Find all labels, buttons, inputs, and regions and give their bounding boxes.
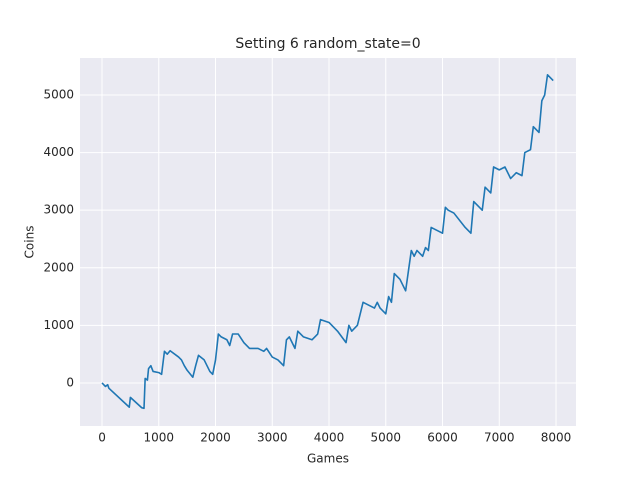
y-tick-label: 1000 (43, 318, 74, 332)
y-tick-label: 5000 (43, 87, 74, 101)
x-axis-label: Games (307, 452, 349, 466)
x-tick-label: 8000 (541, 431, 572, 445)
x-tick-label: 0 (98, 431, 106, 445)
grid (80, 58, 576, 426)
y-tick-label: 0 (66, 375, 74, 389)
y-tick-label: 4000 (43, 145, 74, 159)
marks (101, 74, 554, 410)
plot-area (80, 58, 576, 426)
y-axis-label: Coins (23, 226, 37, 259)
y-tick-label: 2000 (43, 260, 74, 274)
x-tick-label: 5000 (370, 431, 401, 445)
data-line (101, 74, 554, 410)
x-tick-label: 7000 (484, 431, 515, 445)
x-tick-label: 3000 (257, 431, 288, 445)
x-tick-label: 4000 (314, 431, 345, 445)
x-tick-label: 6000 (427, 431, 458, 445)
y-tick-label: 3000 (43, 203, 74, 217)
x-tick-label: 2000 (200, 431, 231, 445)
chart-title: Setting 6 random_state=0 (235, 36, 420, 52)
x-tick-label: 1000 (143, 431, 174, 445)
